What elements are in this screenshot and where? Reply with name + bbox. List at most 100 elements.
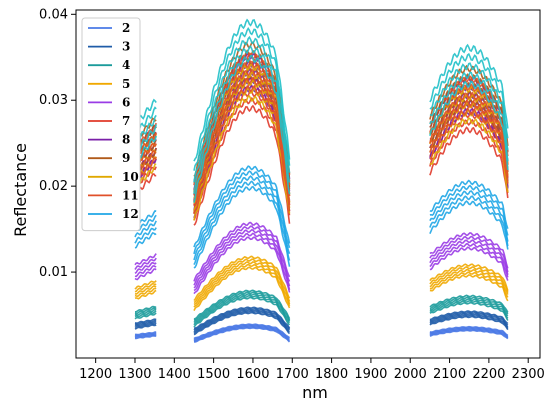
series-line (429, 116, 509, 193)
series-line (193, 84, 291, 214)
series-cyan (134, 18, 509, 203)
series-line (134, 261, 157, 274)
series-line (429, 246, 509, 281)
legend-label: 4 (122, 58, 130, 72)
series-line (429, 179, 509, 229)
series-line (429, 232, 509, 269)
series-line (135, 331, 157, 336)
series-line (429, 274, 509, 302)
series-12 (134, 165, 509, 269)
series-line (134, 253, 157, 266)
series-line (193, 104, 291, 226)
series-line (429, 315, 509, 331)
series-line (429, 271, 509, 298)
series-line (193, 311, 291, 336)
series-9 (134, 41, 509, 214)
series-line (193, 180, 291, 265)
series-line (134, 324, 157, 330)
series-line (193, 296, 291, 328)
series-line (193, 255, 291, 302)
series-6 (134, 221, 509, 295)
series-line (429, 184, 509, 236)
plot-area (134, 18, 509, 343)
series-line (134, 310, 157, 318)
series-line (429, 325, 509, 336)
series-line (429, 52, 509, 139)
series-line (193, 35, 291, 183)
legend-label: 12 (122, 207, 139, 221)
x-tick-label: 1600 (236, 367, 269, 382)
series-line (429, 43, 509, 129)
series-3 (134, 306, 509, 336)
x-tick-label: 1300 (118, 367, 151, 382)
series-line (134, 231, 157, 249)
series-line (134, 289, 157, 300)
series-line (134, 220, 157, 238)
series-line (429, 118, 509, 193)
y-tick-label: 0.02 (39, 179, 68, 194)
legend-label: 11 (122, 188, 139, 202)
series-line (429, 296, 509, 315)
series-line (429, 200, 509, 250)
x-tick-label: 1900 (354, 367, 387, 382)
series-line (134, 318, 157, 324)
series-line (429, 62, 509, 151)
series-line (193, 309, 291, 333)
series-line (134, 285, 157, 295)
series-line (429, 301, 509, 321)
series-line (134, 282, 157, 293)
x-tick-label: 1800 (315, 367, 348, 382)
series-line (134, 268, 157, 281)
legend-label: 2 (122, 21, 130, 35)
series-5 (134, 255, 509, 311)
series-line (193, 289, 291, 320)
legend: 2 3 4 5 6 7 8 9 10 11 12 (81, 17, 141, 232)
series-line (134, 320, 157, 327)
y-tick-label: 0.01 (39, 265, 68, 280)
x-tick-label: 2100 (433, 367, 466, 382)
series-line (193, 225, 291, 286)
legend-label: 3 (122, 40, 130, 54)
legend-label: 10 (122, 170, 139, 184)
x-tick-label: 1700 (276, 367, 309, 382)
series-line (429, 99, 509, 177)
series-11 (134, 52, 509, 214)
series-line (429, 195, 509, 247)
x-tick-label: 1200 (79, 367, 112, 382)
series-line (193, 258, 291, 304)
series-line (135, 305, 157, 313)
series-line (193, 323, 290, 340)
series-line (429, 242, 509, 278)
series-line (429, 263, 509, 291)
series-line (134, 307, 157, 315)
series-line (429, 294, 509, 313)
series-line (134, 227, 157, 244)
series-line (429, 314, 509, 329)
series-line (429, 299, 509, 319)
series-4 (134, 289, 509, 328)
x-tick-label: 2000 (394, 367, 427, 382)
series-line (429, 80, 509, 171)
y-tick-label: 0.03 (39, 93, 68, 108)
series-line (193, 170, 291, 255)
series-line (193, 68, 291, 202)
series-line (429, 327, 509, 338)
series-line (134, 322, 157, 329)
series-line (429, 326, 509, 338)
series-line (193, 221, 291, 282)
legend-label: 6 (122, 95, 130, 109)
legend-label: 5 (122, 77, 130, 91)
series-line (193, 27, 291, 171)
series-2 (134, 323, 509, 343)
series-line (134, 280, 157, 290)
series-line (193, 236, 291, 295)
series-line (193, 263, 291, 308)
series-line (429, 107, 509, 189)
y-tick-label: 0.04 (39, 7, 68, 22)
series-line (429, 235, 509, 273)
legend-label: 9 (122, 151, 130, 165)
series-line (193, 310, 290, 335)
series-line (429, 312, 509, 328)
y-axis-title: Reflectance (11, 143, 30, 237)
series-line (134, 257, 157, 270)
